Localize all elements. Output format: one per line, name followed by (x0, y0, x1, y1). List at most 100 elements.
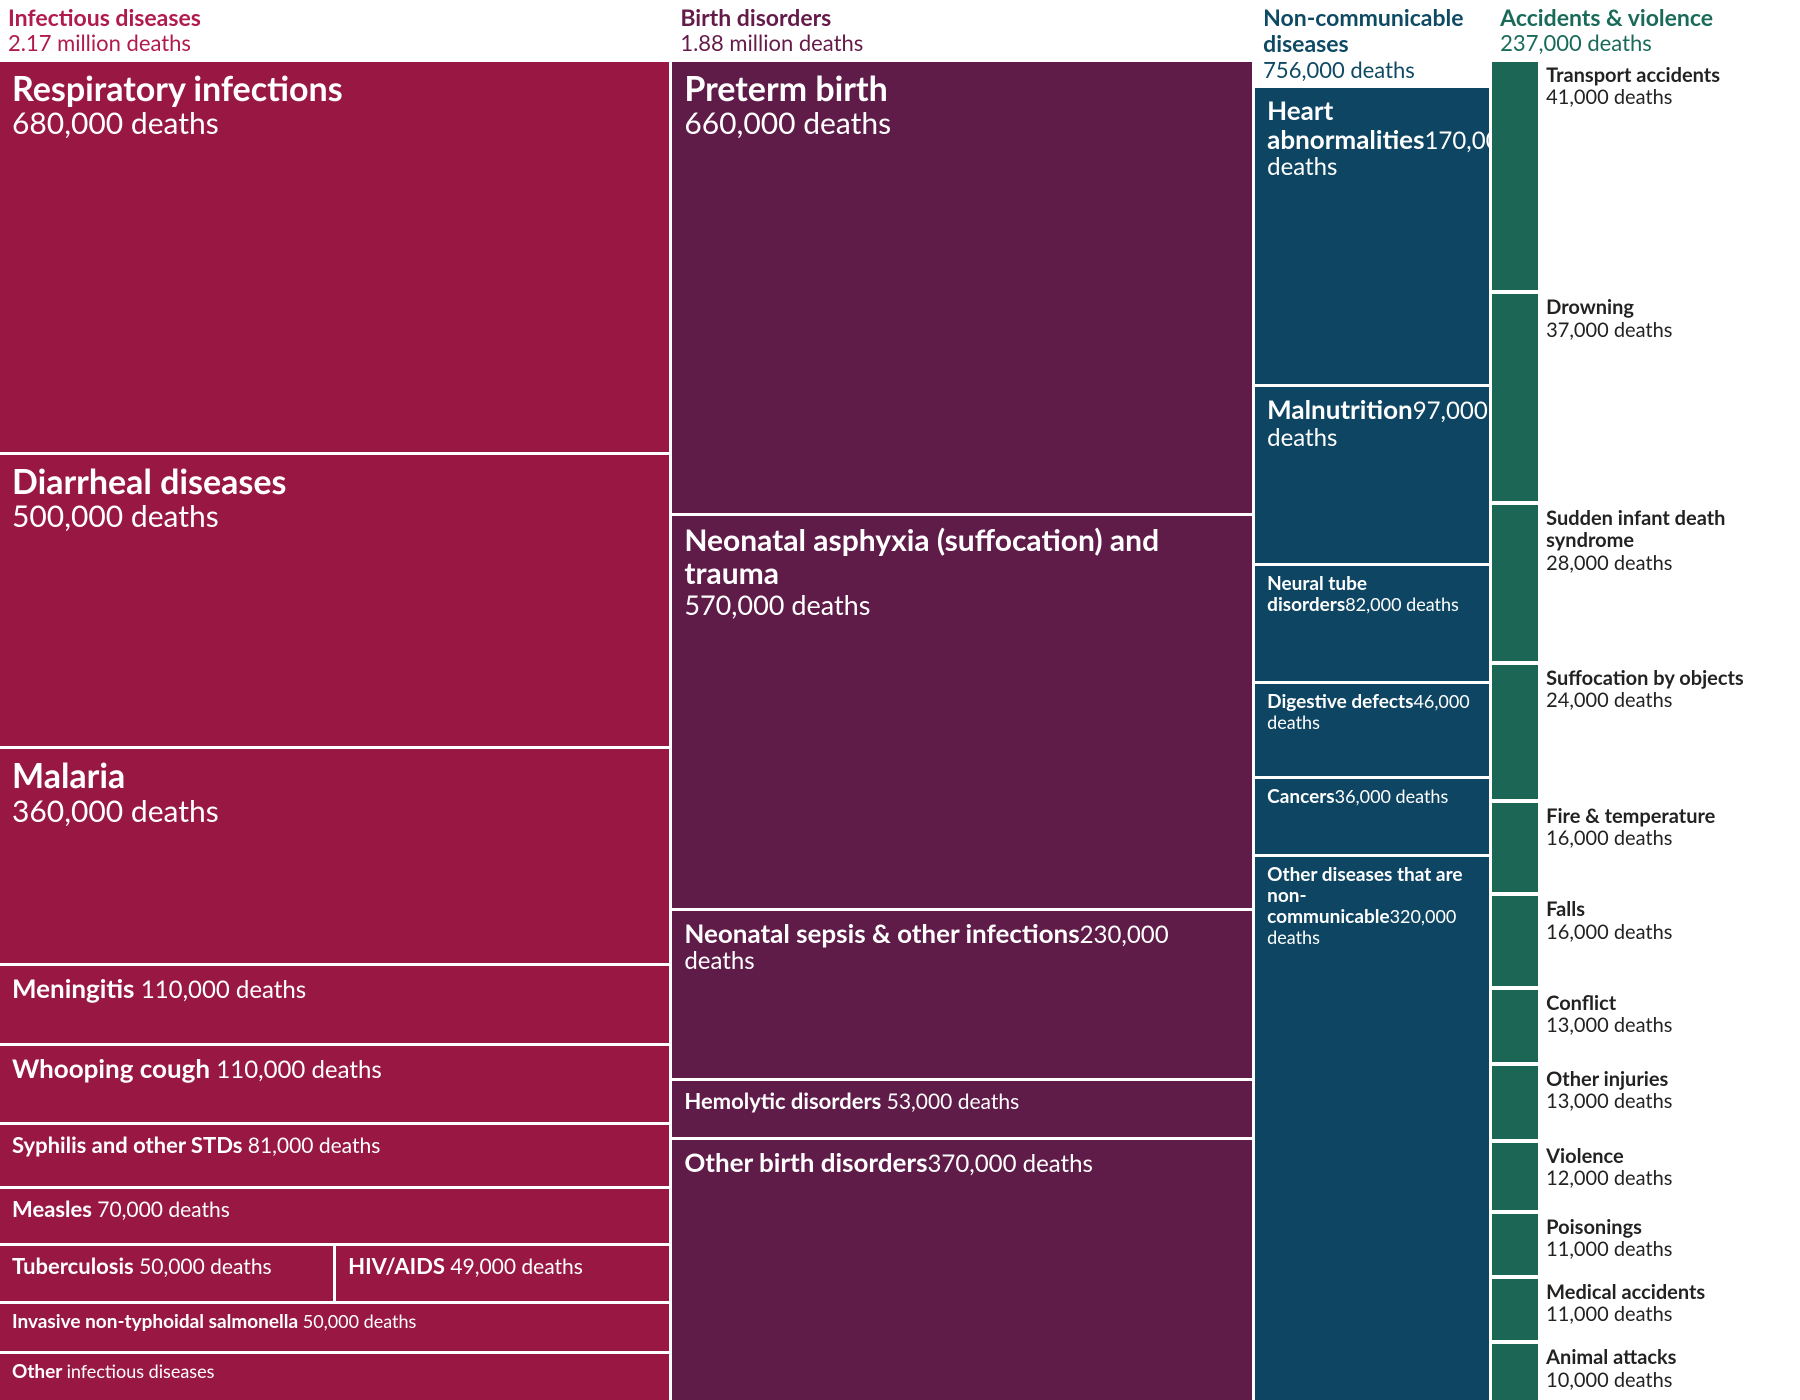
group-noncommunicable: Non-communicable diseases 756,000 deaths… (1255, 0, 1489, 1400)
cell-external-label: Transport accidents41,000 deaths (1546, 62, 1800, 109)
group-subtitle: 756,000 deaths (1263, 57, 1481, 82)
group-title: Accidents & violence (1500, 4, 1792, 30)
cell-value: 37,000 deaths (1546, 319, 1800, 341)
cell-value: 11,000 deaths (1546, 1238, 1800, 1260)
cell-name: Animal attacks (1546, 1346, 1800, 1368)
cell-name: HIV/AIDS (348, 1252, 450, 1279)
cell-value: 81,000 deaths (248, 1133, 381, 1158)
treemap-row: Conflict13,000 deaths (1492, 990, 1800, 1063)
cell-name: Fire & temperature (1546, 805, 1800, 827)
treemap-row: Violence12,000 deaths (1492, 1143, 1800, 1210)
cell-name: Diarrheal diseases (12, 463, 657, 500)
treemap-cell: Neonatal sepsis & other infections230,00… (672, 911, 1252, 1079)
cell-name: Measles (12, 1195, 97, 1222)
treemap-cell (1492, 1344, 1538, 1400)
cell-value: 36,000 deaths (1335, 785, 1449, 807)
cell-name: Tuberculosis (12, 1252, 139, 1279)
cell-value: 49,000 deaths (450, 1254, 583, 1279)
treemap-cell: Cancers36,000 deaths (1255, 779, 1489, 854)
group-body-noncommunicable: Heart abnormalities170,000 deathsMalnutr… (1255, 88, 1489, 1400)
group-subtitle: 237,000 deaths (1500, 30, 1792, 55)
cell-name: Medical accidents (1546, 1281, 1800, 1303)
cell-external-label: Fire & temperature16,000 deaths (1546, 803, 1800, 850)
cell-name: Cancers (1267, 785, 1334, 808)
treemap-cell (1492, 803, 1538, 892)
cell-value: 11,000 deaths (1546, 1303, 1800, 1325)
cell-name: Malaria (12, 757, 657, 794)
treemap-cell: Diarrheal diseases500,000 deaths (0, 455, 669, 746)
cell-name: Poisonings (1546, 1216, 1800, 1238)
cell-name: Neonatal sepsis & other infections (684, 917, 1079, 949)
treemap-cell (1492, 1279, 1538, 1340)
cell-value: 500,000 deaths (12, 500, 657, 533)
treemap-cell (1492, 505, 1538, 661)
group-header-infectious: Infectious diseases 2.17 million deaths (0, 0, 669, 62)
cell-external-label: Violence12,000 deaths (1546, 1143, 1800, 1190)
treemap-cell: Otherinfectious diseases (0, 1354, 669, 1400)
cell-external-label: Conflict13,000 deaths (1546, 990, 1800, 1037)
cell-name: Heart abnormalities (1267, 94, 1424, 155)
group-header-noncommunicable: Non-communicable diseases 756,000 deaths (1255, 0, 1489, 88)
group-subtitle: 1.88 million deaths (680, 30, 1244, 55)
group-accidents: Accidents & violence 237,000 deaths Tran… (1492, 0, 1800, 1400)
cell-value: 50,000 deaths (303, 1310, 417, 1332)
cell-name: Malnutrition (1267, 393, 1413, 425)
treemap-cell (1492, 294, 1538, 500)
cell-external-label: Drowning37,000 deaths (1546, 294, 1800, 341)
treemap-cell: Tuberculosis50,000 deaths (0, 1246, 333, 1301)
cell-external-label: Animal attacks10,000 deaths (1546, 1344, 1800, 1391)
treemap-cell (1492, 990, 1538, 1063)
cell-value: 16,000 deaths (1546, 827, 1800, 849)
group-birth: Birth disorders 1.88 million deaths Pret… (672, 0, 1252, 1400)
treemap-row: Poisonings11,000 deaths (1492, 1214, 1800, 1275)
treemap-chart: Infectious diseases 2.17 million deaths … (0, 0, 1800, 1400)
cell-value: 13,000 deaths (1546, 1014, 1800, 1036)
treemap-row: Drowning37,000 deaths (1492, 294, 1800, 500)
cell-name: Hemolytic disorders (684, 1087, 886, 1114)
cell-value: 16,000 deaths (1546, 921, 1800, 943)
group-title: Infectious diseases (8, 4, 661, 30)
cell-value: 28,000 deaths (1546, 552, 1800, 574)
cell-name: Falls (1546, 898, 1800, 920)
treemap-row: Medical accidents11,000 deaths (1492, 1279, 1800, 1340)
group-subtitle: 2.17 million deaths (8, 30, 661, 55)
cell-value: 370,000 deaths (928, 1149, 1093, 1178)
treemap-cell: Heart abnormalities170,000 deaths (1255, 88, 1489, 384)
cell-external-label: Sudden infant death syndrome28,000 death… (1546, 505, 1800, 574)
cell-external-label: Other injuries13,000 deaths (1546, 1066, 1800, 1113)
treemap-cell: Meningitis110,000 deaths (0, 966, 669, 1043)
cell-value: 570,000 deaths (684, 590, 1240, 620)
treemap-cell: Measles70,000 deaths (0, 1189, 669, 1244)
cell-name: Neonatal asphyxia (suffocation) and trau… (684, 524, 1240, 590)
cell-value: 110,000 deaths (216, 1055, 381, 1084)
cell-name: Whooping cough (12, 1052, 216, 1084)
treemap-row: Sudden infant death syndrome28,000 death… (1492, 505, 1800, 661)
treemap-cell: Invasive non-typhoidal salmonella50,000 … (0, 1304, 669, 1350)
cell-value: 53,000 deaths (887, 1089, 1020, 1114)
treemap-row: Transport accidents41,000 deaths (1492, 62, 1800, 291)
treemap-cell (1492, 1214, 1538, 1275)
cell-external-label: Poisonings11,000 deaths (1546, 1214, 1800, 1261)
cell-name: Invasive non-typhoidal salmonella (12, 1310, 303, 1333)
treemap-cell: Neural tube disorders82,000 deaths (1255, 566, 1489, 681)
treemap-row: Tuberculosis50,000 deaths HIV/AIDS49,000 … (0, 1246, 669, 1301)
cell-value: 680,000 deaths (12, 107, 657, 140)
cell-value: 360,000 deaths (12, 795, 657, 828)
cell-value: 82,000 deaths (1345, 593, 1459, 615)
cell-name: Other (12, 1360, 67, 1383)
cell-value: 50,000 deaths (139, 1254, 272, 1279)
cell-name: Violence (1546, 1145, 1800, 1167)
cell-value: 10,000 deaths (1546, 1369, 1800, 1391)
treemap-cell: Neonatal asphyxia (suffocation) and trau… (672, 516, 1252, 908)
group-header-birth: Birth disorders 1.88 million deaths (672, 0, 1252, 62)
treemap-cell (1492, 665, 1538, 799)
cell-name: Drowning (1546, 296, 1800, 318)
group-infectious: Infectious diseases 2.17 million deaths … (0, 0, 669, 1400)
treemap-cell (1492, 62, 1538, 291)
treemap-cell: Preterm birth660,000 deaths (672, 62, 1252, 513)
cell-external-label: Medical accidents11,000 deaths (1546, 1279, 1800, 1326)
treemap-cell: Malnutrition97,000 deaths (1255, 387, 1489, 563)
cell-name: Sudden infant death syndrome (1546, 507, 1800, 552)
cell-value: 24,000 deaths (1546, 689, 1800, 711)
cell-name: Meningitis (12, 972, 141, 1004)
